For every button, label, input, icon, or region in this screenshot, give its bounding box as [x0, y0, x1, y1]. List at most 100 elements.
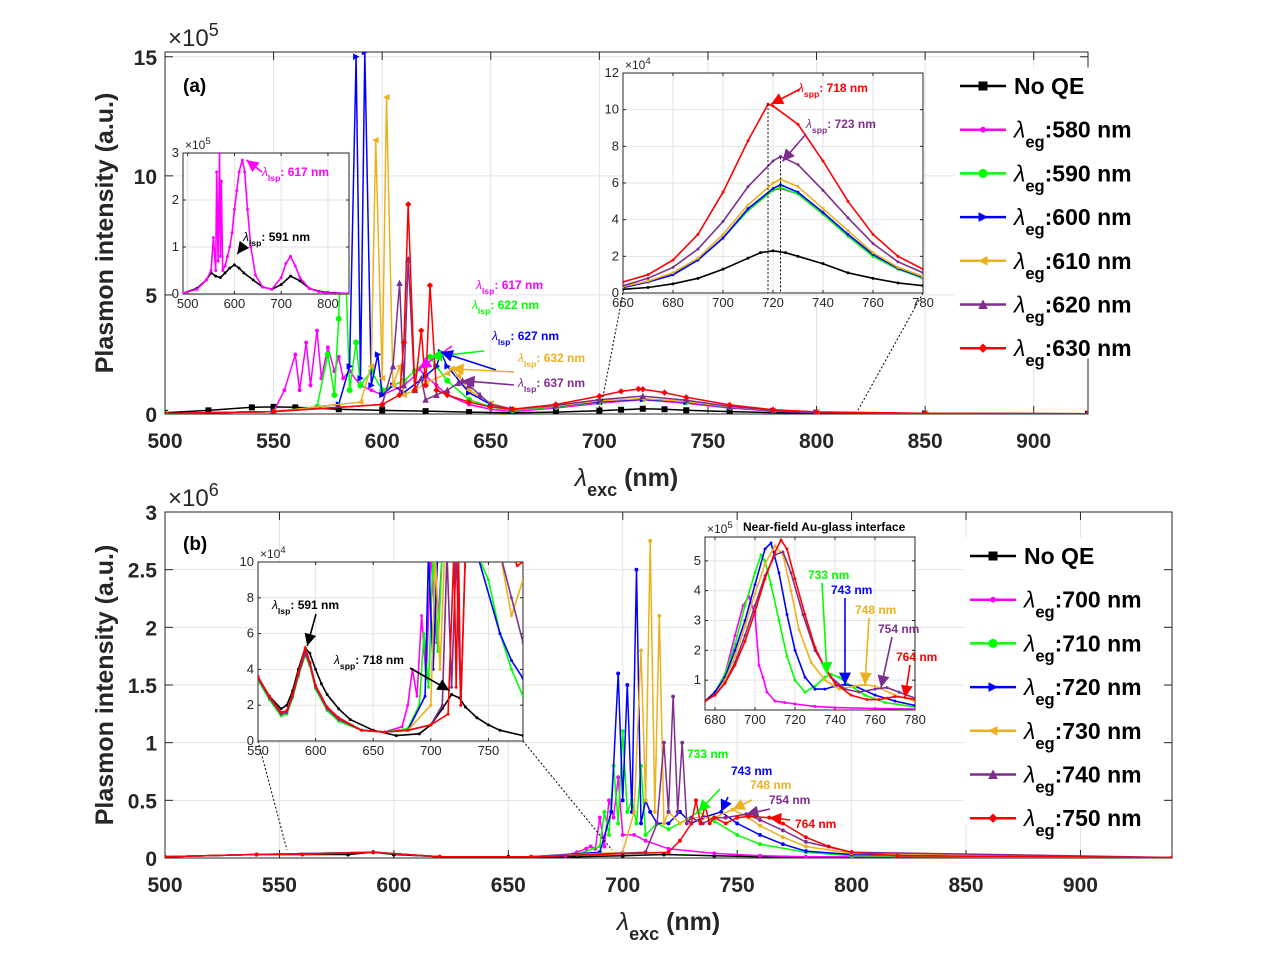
panel-b-series-3-point [803, 849, 808, 853]
panel-b-ytick-label: 0 [145, 848, 157, 871]
panel-b-legend-label: λeg:740 nm [1022, 762, 1142, 797]
inset-b-left-series-0-point [440, 707, 444, 711]
inset-a-right: 660 680 700 720 740 760 780 0 2 4 6 8 10 12 ×104 [605, 56, 934, 311]
inset-a-right-ytick-label: 12 [605, 65, 619, 80]
panel-a-legend-marker [977, 255, 988, 266]
inset-b-right-series-4-point [781, 550, 785, 554]
inset-a-left-ytick-label: 1 [172, 239, 179, 254]
inset-b-right-series-3-point [837, 687, 841, 691]
panel-b-series-2-point [634, 821, 639, 826]
inset-b-left-series-3-point [521, 676, 523, 680]
inset-b-left-series-6-point [325, 705, 329, 709]
panel-a-series-2-point [346, 387, 353, 394]
panel-b-series-6-point [529, 854, 534, 858]
inset-a-right-series-6-point [696, 232, 700, 236]
inset-b-right-annotation: 764 nm [896, 650, 937, 664]
panel-a-series-0-point [552, 409, 559, 414]
panel-a-series-6-point [552, 401, 560, 408]
panel-a-xtick-label: 600 [365, 430, 400, 453]
panel-b-series-4-point [780, 835, 785, 840]
inset-b-right-series-2-point [777, 571, 781, 575]
inset-a-right-series-5-point [821, 188, 825, 192]
inset-b-left-series-6-point [308, 660, 312, 664]
panel-a-series-1-point [315, 328, 319, 333]
panel-b-series-3-point [634, 567, 639, 572]
panel-a-xtick-label: 850 [908, 430, 943, 453]
panel-a-series-6-point [405, 201, 412, 208]
panel-b-series-1-point [632, 833, 637, 837]
panel-a-legend-box [954, 67, 1174, 359]
inset-a-left-ytick-label: 3 [172, 145, 179, 160]
inset-b-left-annotation: λlsp: 591 nm [271, 598, 339, 616]
inset-b-left-series-6-point [303, 646, 307, 650]
inset-b-right-series-4-point [897, 690, 901, 694]
inset-b-right-series-0-point [773, 699, 777, 703]
panel-a-series-4-point [372, 136, 379, 144]
inset-b-right-series-2-point [733, 648, 737, 652]
inset-a-right-ytick-label: 10 [605, 102, 619, 117]
inset-b-left-series-3-point [509, 658, 513, 662]
panel-b-series-6-point [254, 852, 259, 857]
inset-b-left-series-2-point [486, 578, 490, 582]
panel-b-annotation-arrow-head [769, 813, 782, 825]
panel-b-series-3-point [620, 798, 625, 803]
panel-b-series-5-point [803, 839, 808, 844]
panel-a-series-3-point [374, 351, 382, 358]
panel-a-label: (a) [183, 76, 206, 97]
inset-a-right-series-5-point [896, 260, 900, 264]
inset-b-right-series-5-point [753, 610, 757, 614]
inset-a-right-series-4-point [921, 275, 923, 278]
inset-b-right-series-5-point [893, 695, 897, 699]
inset-a-right-ytick-label: 8 [612, 138, 619, 153]
panel-b-series-4-point [632, 809, 637, 814]
inset-b-left-series-5-point [450, 685, 454, 689]
inset-b-right-series-2-point [893, 699, 897, 703]
panel-b-series-6-point [1170, 855, 1172, 858]
panel-a-ytick-label: 5 [145, 285, 157, 308]
inset-b-left-ytick-label: 2 [247, 697, 254, 712]
panel-a-annotation: λlsp: 622 nm [471, 298, 539, 316]
inset-a-left-series-1-point [270, 287, 274, 291]
panel-a-series-4-point [465, 386, 473, 394]
inset-b-left-series-4-point [429, 703, 433, 707]
panel-a-series-3-point [353, 53, 360, 61]
panel-a-series-6-point [726, 401, 733, 409]
panel-a-legend-marker [980, 126, 986, 133]
inset-b-left-multiplier: ×104 [260, 545, 286, 562]
panel-b-series-5-point [666, 809, 671, 814]
panel-b-xtick-label: 850 [948, 874, 983, 897]
panel-b-ytick-label: 0.5 [128, 790, 158, 813]
panel-a-annotation: λlsp: 632 nm [517, 351, 585, 369]
inset-a-right-annotation: λspp: 723 nm [805, 117, 876, 135]
inset-b-right-series-4-point [789, 571, 793, 575]
panel-a-series-3-point [379, 391, 386, 399]
panel-a-series-6-point [661, 389, 668, 396]
inset-a-right-series-4-line [623, 178, 923, 288]
panel-b-annotation: 754 nm [769, 793, 810, 807]
inset-a-left-series-0-point [289, 274, 293, 278]
panel-b-xtick-label: 750 [720, 874, 755, 897]
panel-b-series-6-point [735, 815, 740, 820]
inset-a-right-series-3-point [821, 210, 825, 214]
inset-a-left-ytick-label: 2 [172, 192, 179, 207]
panel-b-series-6-line [165, 800, 1172, 858]
panel-a-multiplier: ×105 [168, 20, 219, 52]
panel-b-annotation: 733 nm [687, 747, 728, 761]
inset-b-left-series-0-point [417, 732, 421, 736]
inset-b-left-series-0-point [450, 692, 454, 696]
panel-a-series-5-point [433, 391, 440, 398]
panel-b-series-3-point [609, 809, 614, 814]
inset-b-right-series-5-point [785, 547, 789, 551]
inset-a-right-series-0-point [746, 256, 750, 260]
inset-b-right-series-2-point [793, 648, 797, 652]
inset-b-right-series-5-point [885, 696, 889, 700]
inset-b-right-series-3-point [733, 654, 737, 658]
inset-a-left-ytick-label: 0 [172, 286, 179, 301]
panel-b-series-5-point [661, 740, 666, 745]
panel-a-legend-label: λeg:630 nm [1012, 335, 1132, 370]
inset-b-left-series-0-point [348, 718, 352, 721]
panel-b-series-4-point [643, 798, 648, 803]
panel-b-annotation-arrow-head [720, 798, 732, 812]
panel-a-series-6-point [270, 408, 277, 414]
